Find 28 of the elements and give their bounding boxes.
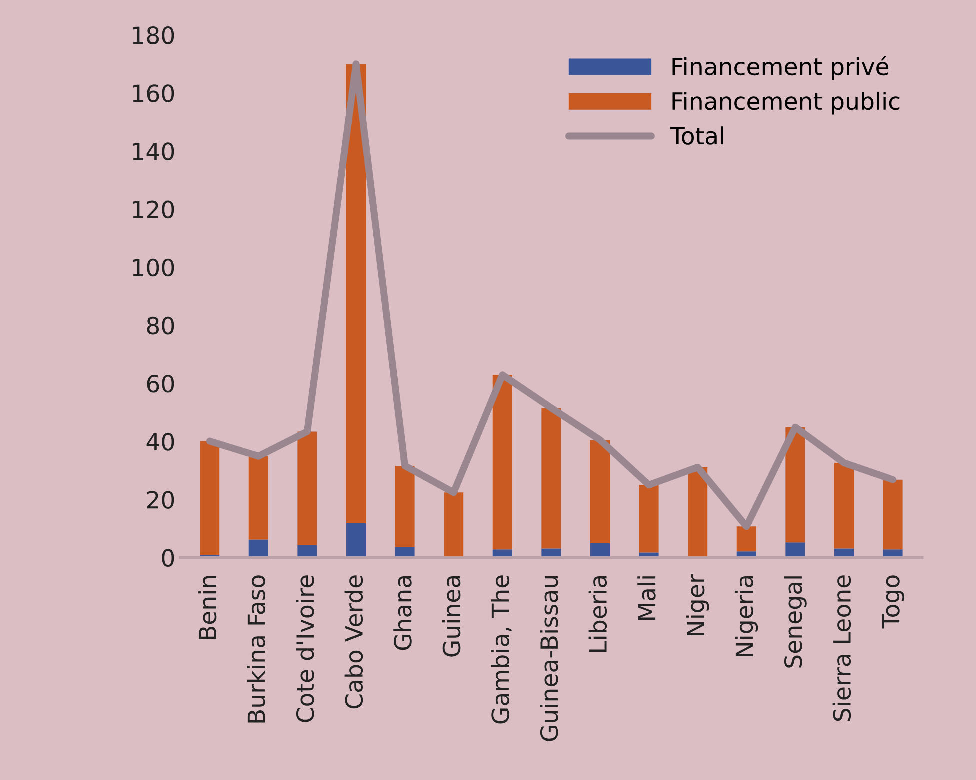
y-tick-label: 180 <box>133 26 174 44</box>
y-tick-label: 20 <box>147 491 174 509</box>
x-tick-label: Ghana <box>394 576 412 650</box>
legend-label: Financement privé <box>672 56 889 80</box>
x-tick-label: Guinea-Bissau <box>540 576 558 742</box>
y-tick-label: 120 <box>133 200 174 219</box>
x-tick-label: Niger <box>686 574 710 636</box>
y-tick-label: 140 <box>133 142 174 161</box>
x-tick-label: Senegal <box>784 576 807 668</box>
x-tick-label: Benin <box>198 576 217 640</box>
y-tick-label: 80 <box>147 316 174 335</box>
legend-label: Financement public <box>672 92 900 115</box>
y-tick-label: 60 <box>147 374 174 393</box>
x-tick-label: Gambia, The <box>491 576 512 724</box>
x-tick-label: Mali <box>638 576 656 620</box>
legend-label: Total <box>670 126 724 145</box>
y-tick-label: 100 <box>133 258 174 277</box>
x-tick-label: Cabo Verde <box>344 576 364 709</box>
x-tick-label: Nigeria <box>735 576 758 657</box>
x-tick-label: Cote d'Ivoire <box>296 576 314 722</box>
x-tick-label: Liberia <box>588 576 608 652</box>
y-tick-label: 40 <box>146 433 174 451</box>
y-tick-label: 160 <box>133 84 174 102</box>
x-tick-label: Togo <box>882 576 904 629</box>
y-tick-label: 0 <box>162 549 174 568</box>
x-tick-label: Burkina Faso <box>247 576 266 723</box>
x-tick-label: Sierra Leone <box>832 576 852 722</box>
x-tick-label: Guinea <box>442 576 461 657</box>
